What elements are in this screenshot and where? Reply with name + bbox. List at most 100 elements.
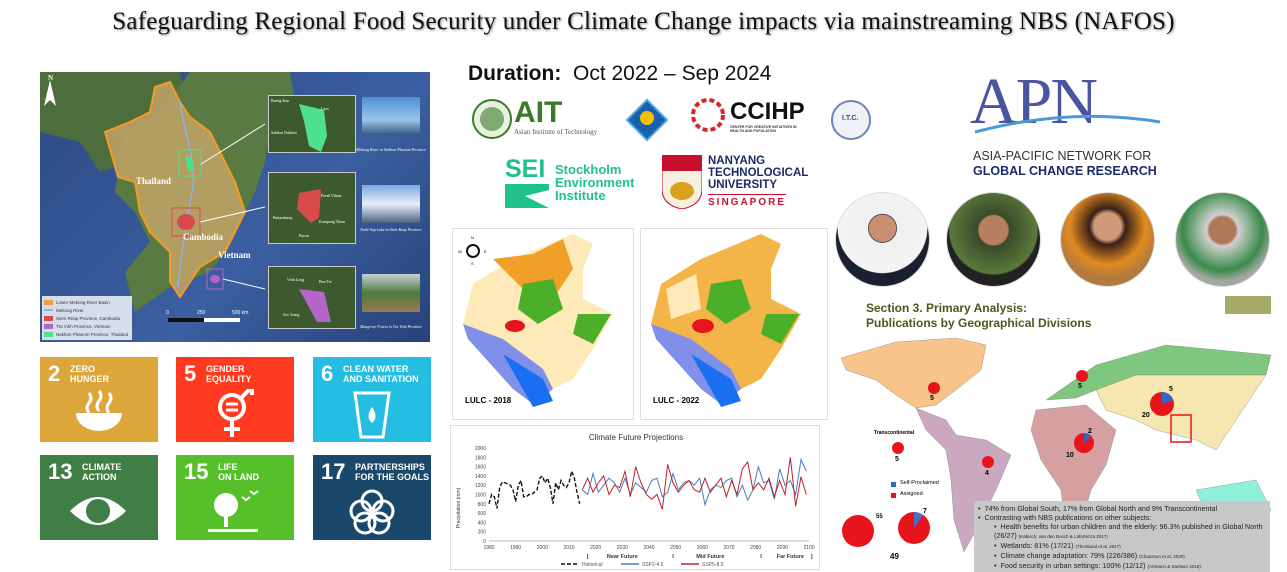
y-tick-label: 200 bbox=[478, 530, 487, 536]
pie-count: 5 bbox=[1078, 383, 1082, 390]
period-label: I bbox=[672, 554, 674, 560]
basin-map-graphic bbox=[40, 72, 295, 322]
y-tick-label: 1200 bbox=[475, 483, 486, 489]
period-label: Mid Future bbox=[696, 554, 724, 560]
country-label: Thailand bbox=[136, 176, 172, 186]
ntu-logo: NANYANG TECHNOLOGICAL UNIVERSITY SINGAPO… bbox=[662, 155, 817, 213]
photo-mekong-river bbox=[362, 97, 420, 135]
pie-count: 5 bbox=[1169, 386, 1173, 393]
pie-transcontinental bbox=[892, 442, 904, 454]
total-stack-pie bbox=[842, 515, 874, 547]
scale-bar bbox=[204, 318, 240, 322]
lulc-sparse bbox=[666, 274, 701, 319]
north-label: N bbox=[48, 74, 54, 82]
inset-label: Ben Tre bbox=[319, 279, 332, 284]
ccihp-logo: CCIHP CENTER FOR CREATIVE INITIATIVES IN… bbox=[688, 93, 818, 137]
inset-pointer bbox=[199, 206, 266, 223]
ntu-crest-icon bbox=[662, 155, 702, 209]
ait-seal-icon bbox=[472, 99, 512, 139]
lulc-urban bbox=[505, 320, 525, 332]
scale-label: 500 km bbox=[232, 310, 249, 316]
lulc-label: LULC - 2018 bbox=[465, 396, 512, 405]
eye-globe-icon bbox=[70, 497, 126, 525]
pie-count: 5 bbox=[930, 395, 934, 402]
lulc-water bbox=[691, 354, 741, 407]
legend-item: Siem Reap Province, Cambodia bbox=[44, 314, 130, 322]
sdg-tile-2: 2 ZERO HUNGER bbox=[40, 357, 158, 442]
inset-map-tra-vinh: Vinh Long Ben Tre Soc Trang bbox=[268, 266, 356, 329]
period-label: Near Future bbox=[607, 554, 638, 560]
period-label: Far Future bbox=[777, 554, 804, 560]
inset-label: Soc Trang bbox=[283, 312, 300, 317]
y-tick-label: 800 bbox=[478, 502, 487, 508]
legend-label: SSP5-8.5 bbox=[702, 562, 724, 568]
lulc-map-2022: LULC - 2022 bbox=[640, 228, 828, 420]
scale-label: 0 bbox=[166, 310, 169, 316]
pie-count: 10 bbox=[1066, 452, 1074, 459]
series-line-ssp2-4-5 bbox=[582, 457, 807, 507]
sub-bullet-item: • Wetlands: 81% (17/21) (Thorslund et al… bbox=[994, 541, 1121, 550]
gender-equality-icon bbox=[218, 389, 254, 437]
team-member-photo bbox=[946, 192, 1041, 287]
nakhon-phanom-area bbox=[185, 156, 194, 172]
north-arrow-icon bbox=[44, 80, 56, 106]
y-tick-label: 600 bbox=[478, 511, 487, 517]
inset-map-siem-reap: Preah Vihear Battambang Kampong Thom Pur… bbox=[268, 172, 356, 244]
sdg-tile-13: 13 CLIMATE ACTION bbox=[40, 455, 158, 540]
period-label: [ bbox=[587, 554, 589, 560]
legend-item: Mekong River bbox=[44, 306, 130, 314]
y-tick-label: 1800 bbox=[475, 455, 486, 461]
y-axis-label: Precipitation (mm) bbox=[456, 487, 462, 528]
region-north-america bbox=[840, 337, 987, 409]
x-tick-label: 2010 bbox=[563, 545, 574, 551]
photo-caption: Mekong River in Nakhon Phanom Province bbox=[356, 147, 426, 152]
findings-box: • 74% from Global South, 17% from Global… bbox=[974, 501, 1270, 572]
lulc-forest bbox=[518, 279, 563, 324]
sdg-tile-15: 15 LIFE ON LAND bbox=[176, 455, 294, 540]
nakhon-phanom-box bbox=[178, 149, 202, 177]
y-tick-label: 1400 bbox=[475, 474, 486, 480]
compass-label: E bbox=[484, 249, 487, 254]
photo-caption: Mangrove Forest in Tra Vinh Province bbox=[360, 324, 422, 329]
inset-label: Preah Vihear bbox=[321, 193, 342, 198]
period-label: I bbox=[760, 554, 762, 560]
y-tick-label: 2000 bbox=[475, 446, 486, 452]
legend-swatch-self bbox=[891, 482, 896, 487]
x-tick-label: 1980 bbox=[483, 545, 494, 551]
x-tick-label: 2070 bbox=[723, 545, 734, 551]
lulc-forest bbox=[706, 279, 751, 324]
climate-projection-chart: Climate Future Projections Precipitation… bbox=[450, 425, 820, 570]
lulc-forest bbox=[761, 314, 799, 344]
legend-label: Historical bbox=[582, 562, 603, 568]
legend-label: Self-Proclaimed bbox=[900, 480, 939, 486]
x-tick-label: 2060 bbox=[697, 545, 708, 551]
pie-south-america bbox=[982, 456, 994, 468]
sub-bullet-item: • Climate change adaptation: 79% (226/38… bbox=[994, 551, 1185, 560]
inset-label: Battambang bbox=[273, 215, 293, 220]
scale-bar bbox=[168, 318, 204, 322]
chart-title: Climate Future Projections bbox=[589, 433, 683, 442]
inset-label: Sakhon Nakhon bbox=[271, 130, 297, 135]
pie-asia-self bbox=[1162, 392, 1173, 404]
section3-panel: Section 3. Primary Analysis: Publication… bbox=[836, 290, 1287, 572]
country-label: Vietnam bbox=[218, 250, 251, 260]
compass-label: W bbox=[458, 249, 462, 254]
sub-bullet-item: • Health benefits for urban children and… bbox=[994, 522, 1263, 540]
inset-label: Vinh Long bbox=[287, 277, 305, 282]
x-tick-label: 2000 bbox=[537, 545, 548, 551]
inset-label: Laos bbox=[321, 106, 329, 111]
lulc-map-2018: N E S W LULC - 2018 bbox=[452, 228, 634, 420]
water-glass-icon bbox=[353, 391, 391, 439]
legend-label: SSP2-4.5 bbox=[642, 562, 664, 568]
tra-vinh-area bbox=[210, 275, 220, 283]
pie-north-america bbox=[928, 382, 940, 394]
sdg-tile-5: 5 GENDER EQUALITY bbox=[176, 357, 294, 442]
team-member-photo bbox=[1175, 192, 1270, 287]
pie-count: 2 bbox=[1088, 428, 1092, 435]
total-count: 7 bbox=[923, 508, 927, 515]
x-tick-label: 2100 bbox=[803, 545, 814, 551]
x-tick-label: 2090 bbox=[777, 545, 788, 551]
period-label: ] bbox=[811, 554, 813, 560]
inset-pointer bbox=[222, 278, 266, 290]
x-tick-label: 2050 bbox=[670, 545, 681, 551]
